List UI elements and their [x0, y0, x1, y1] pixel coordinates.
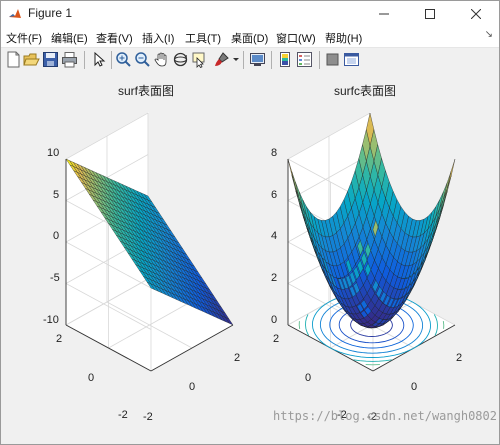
- zoom-in-icon[interactable]: [115, 51, 132, 68]
- link-plot-icon[interactable]: [249, 51, 266, 68]
- surface-patch: [224, 317, 234, 326]
- maximize-icon: [425, 9, 435, 19]
- menu-edit[interactable]: 编辑(E): [51, 33, 88, 45]
- x-tick-label: 2: [234, 352, 241, 364]
- show-plot-tools-icon[interactable]: [343, 51, 360, 68]
- menu-help[interactable]: 帮助(H): [325, 33, 363, 45]
- pan-icon[interactable]: [153, 51, 170, 68]
- surface-patch: [447, 158, 456, 188]
- title-bar: Figure 1: [1, 1, 499, 27]
- toolbar-separator: [319, 51, 320, 69]
- x-tick-label: 0: [411, 381, 418, 393]
- z-tick-label: 10: [47, 147, 60, 159]
- chart-title: surf表面图: [118, 84, 175, 98]
- toolbar-separator: [271, 51, 272, 69]
- close-button[interactable]: [453, 1, 499, 27]
- y-axis-line: [65, 324, 152, 372]
- y-tick-label: 2: [273, 333, 280, 345]
- rotate-3d-icon[interactable]: [172, 51, 189, 68]
- matlab-logo-icon: [9, 9, 21, 18]
- pointer-icon[interactable]: [90, 51, 107, 68]
- menu-arrow-icon[interactable]: ↘: [484, 29, 493, 40]
- x-tick-label: 2: [456, 352, 463, 364]
- surface-patch: [443, 171, 452, 199]
- hide-plot-tools-icon[interactable]: [324, 51, 341, 68]
- y-tick-label: 0: [88, 372, 95, 384]
- z-tick-label: 8: [271, 147, 278, 159]
- menu-window[interactable]: 窗口(W): [276, 33, 316, 45]
- z-tick-label: 6: [271, 189, 278, 201]
- z-tick-label: 2: [271, 272, 278, 284]
- brush-dropdown-icon[interactable]: [232, 51, 240, 68]
- y-tick-label: 2: [56, 333, 63, 345]
- minimize-icon: [379, 13, 389, 15]
- y-tick-label: -2: [118, 409, 128, 421]
- data-cursor-icon[interactable]: [191, 51, 208, 68]
- menu-bar: 文件(F) 编辑(E) 查看(V) 插入(I) 工具(T) 桌面(D) 窗口(W…: [1, 27, 499, 47]
- grid-line: [65, 278, 149, 326]
- menu-desktop[interactable]: 桌面(D): [231, 33, 269, 45]
- watermark-text: https://blog.csdn.net/wangh0802: [273, 409, 497, 423]
- x-tick-label: 0: [189, 381, 196, 393]
- zoom-out-icon[interactable]: [134, 51, 151, 68]
- z-tick-label: -10: [43, 314, 59, 326]
- colorbar-icon[interactable]: [277, 51, 294, 68]
- z-tick-label: -5: [50, 272, 60, 284]
- y-tick-label: 0: [305, 372, 312, 384]
- brush-icon[interactable]: [213, 51, 230, 68]
- close-icon: [471, 9, 481, 19]
- print-icon[interactable]: [61, 51, 78, 68]
- z-tick-label: 0: [53, 230, 60, 242]
- x-tick-label: -2: [143, 411, 153, 423]
- maximize-button[interactable]: [407, 1, 453, 27]
- new-figure-icon[interactable]: [5, 51, 22, 68]
- menu-view[interactable]: 查看(V): [96, 33, 133, 45]
- menu-insert[interactable]: 插入(I): [142, 33, 175, 45]
- save-icon[interactable]: [42, 51, 59, 68]
- z-tick-label: 5: [53, 189, 60, 201]
- x-axis-line: [150, 324, 234, 372]
- x-tick-label: -2: [367, 411, 377, 423]
- open-file-icon[interactable]: [23, 51, 40, 68]
- window-title: Figure 1: [28, 6, 73, 20]
- grid-line: [108, 301, 191, 349]
- z-tick-label: 4: [271, 230, 278, 242]
- z-tick-label: 0: [271, 314, 278, 326]
- toolbar-separator: [111, 51, 112, 69]
- toolbar-separator: [84, 51, 85, 69]
- legend-icon[interactable]: [296, 51, 313, 68]
- menu-file[interactable]: 文件(F): [6, 33, 43, 45]
- y-tick-label: -2: [337, 409, 347, 421]
- menu-tools[interactable]: 工具(T): [185, 33, 222, 45]
- minimize-button[interactable]: [361, 1, 407, 27]
- toolbar-separator: [243, 51, 244, 69]
- chart-title: surfc表面图: [334, 84, 397, 98]
